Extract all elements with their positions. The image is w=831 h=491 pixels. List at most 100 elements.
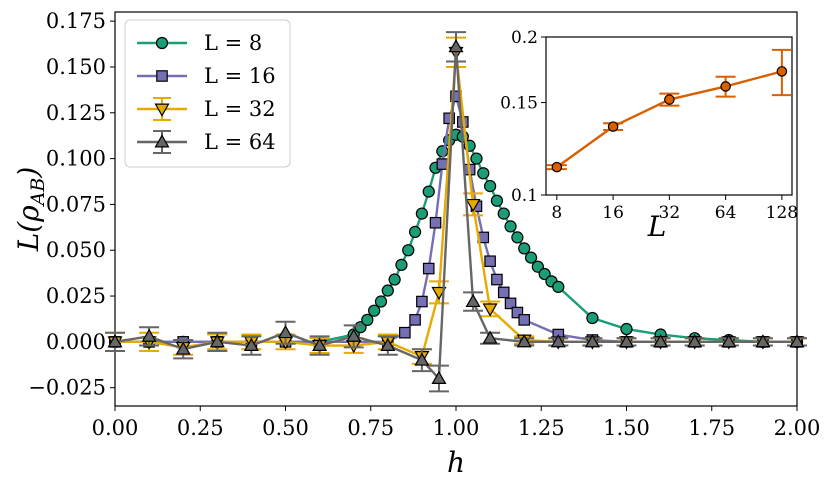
inset-data-point	[607, 121, 619, 132]
y-tick-label: 0.075	[46, 192, 106, 216]
inset-data-point	[720, 81, 731, 92]
y-tick-label: −0.025	[28, 376, 106, 400]
data-point	[504, 220, 517, 233]
inset-data-point	[776, 66, 788, 77]
data-point	[584, 334, 600, 348]
legend-marker	[155, 36, 169, 50]
data-point	[518, 314, 530, 326]
inset-data-point	[551, 161, 563, 173]
inset-x-tick-label: 16	[602, 203, 624, 223]
legend-label: L = 8	[204, 31, 262, 55]
legend-marker	[154, 103, 170, 117]
data-point	[107, 334, 123, 348]
y-tick-label: 0.050	[46, 238, 106, 262]
data-point	[516, 334, 532, 348]
legend-marker	[156, 70, 168, 82]
data-point	[414, 352, 430, 366]
data-point	[484, 255, 496, 268]
data-point	[399, 326, 411, 339]
inset-x-tick-label: 8	[551, 203, 562, 223]
data-point	[687, 334, 703, 348]
data-point	[381, 284, 394, 297]
legend-label: L = 16	[204, 64, 276, 88]
x-tick-label: 1.75	[688, 416, 735, 440]
data-point	[243, 337, 259, 352]
data-point	[422, 185, 435, 198]
data-point	[721, 334, 737, 348]
data-point	[524, 251, 538, 264]
data-point	[497, 286, 510, 299]
legend: L = 8 L = 16 L = 32 L = 64	[124, 19, 291, 168]
data-point	[504, 297, 517, 310]
y-axis-label: L(ρAB)	[12, 167, 49, 253]
data-point	[416, 295, 428, 308]
x-axis-label: h	[447, 446, 465, 479]
inset-x-tick-label: 64	[715, 203, 737, 223]
data-point	[470, 152, 483, 165]
data-point	[436, 158, 449, 170]
x-tick-label: 0.00	[92, 416, 139, 440]
main-plot: 0.00 0.25 0.50 0.75 1.00 1.25 1.50 1.75 2.00 −0.0…	[12, 9, 820, 479]
legend-label: L = 32	[204, 97, 276, 121]
data-point	[431, 370, 447, 384]
legend-item: L = 8	[137, 31, 262, 55]
data-point	[491, 273, 503, 286]
data-point	[277, 324, 294, 339]
x-tick-label: 1.00	[433, 416, 480, 440]
x-tick-label: 1.25	[518, 416, 565, 440]
data-point	[465, 198, 481, 213]
data-point	[374, 295, 388, 308]
inset-x-tick-label: 32	[659, 203, 681, 223]
data-point	[620, 322, 633, 336]
y-tick-label: 0.150	[46, 55, 106, 79]
inset-data-point	[664, 94, 675, 105]
inset-y-tick-label: 0.15	[500, 94, 538, 114]
data-point	[552, 280, 565, 294]
data-point	[465, 293, 481, 308]
series-1	[108, 128, 804, 348]
data-point	[448, 39, 464, 53]
data-point	[346, 328, 362, 342]
x-tick-label: 0.75	[347, 416, 394, 440]
data-point	[422, 262, 435, 275]
data-point	[436, 145, 449, 158]
data-point	[361, 313, 374, 326]
data-point	[511, 306, 524, 319]
legend-item: L = 32	[137, 97, 276, 121]
inset-x-tick-label: 128	[766, 203, 798, 223]
data-point	[482, 330, 498, 344]
inset-y-tick-label: 0.2	[511, 28, 538, 48]
data-point	[415, 207, 429, 220]
data-point	[429, 216, 442, 229]
data-point	[483, 179, 497, 193]
data-point	[477, 167, 490, 180]
legend-marker	[154, 134, 170, 148]
data-point	[586, 311, 599, 325]
data-point	[312, 337, 328, 352]
data-point	[755, 334, 771, 348]
data-point	[395, 258, 408, 272]
data-point	[482, 303, 498, 317]
x-tick-label: 1.50	[603, 416, 650, 440]
x-tick-label: 2.00	[774, 416, 821, 440]
inset-y-tick-label: 0.1	[511, 186, 538, 206]
series-4	[105, 31, 807, 393]
data-point	[409, 314, 421, 326]
data-point	[368, 304, 381, 317]
data-point	[141, 328, 157, 342]
data-point	[380, 337, 396, 352]
data-point	[550, 334, 566, 348]
y-tick-label: 0.100	[46, 147, 106, 171]
data-point	[653, 334, 669, 348]
data-point	[511, 231, 524, 244]
data-point	[789, 334, 805, 348]
data-point	[209, 334, 225, 348]
data-point	[618, 334, 635, 348]
data-point	[490, 194, 504, 207]
data-point	[518, 242, 531, 255]
legend-item: L = 64	[137, 130, 276, 154]
x-tick-label: 0.50	[262, 416, 309, 440]
inset-series-1	[546, 48, 792, 173]
y-tick-label: 0.000	[46, 330, 106, 354]
